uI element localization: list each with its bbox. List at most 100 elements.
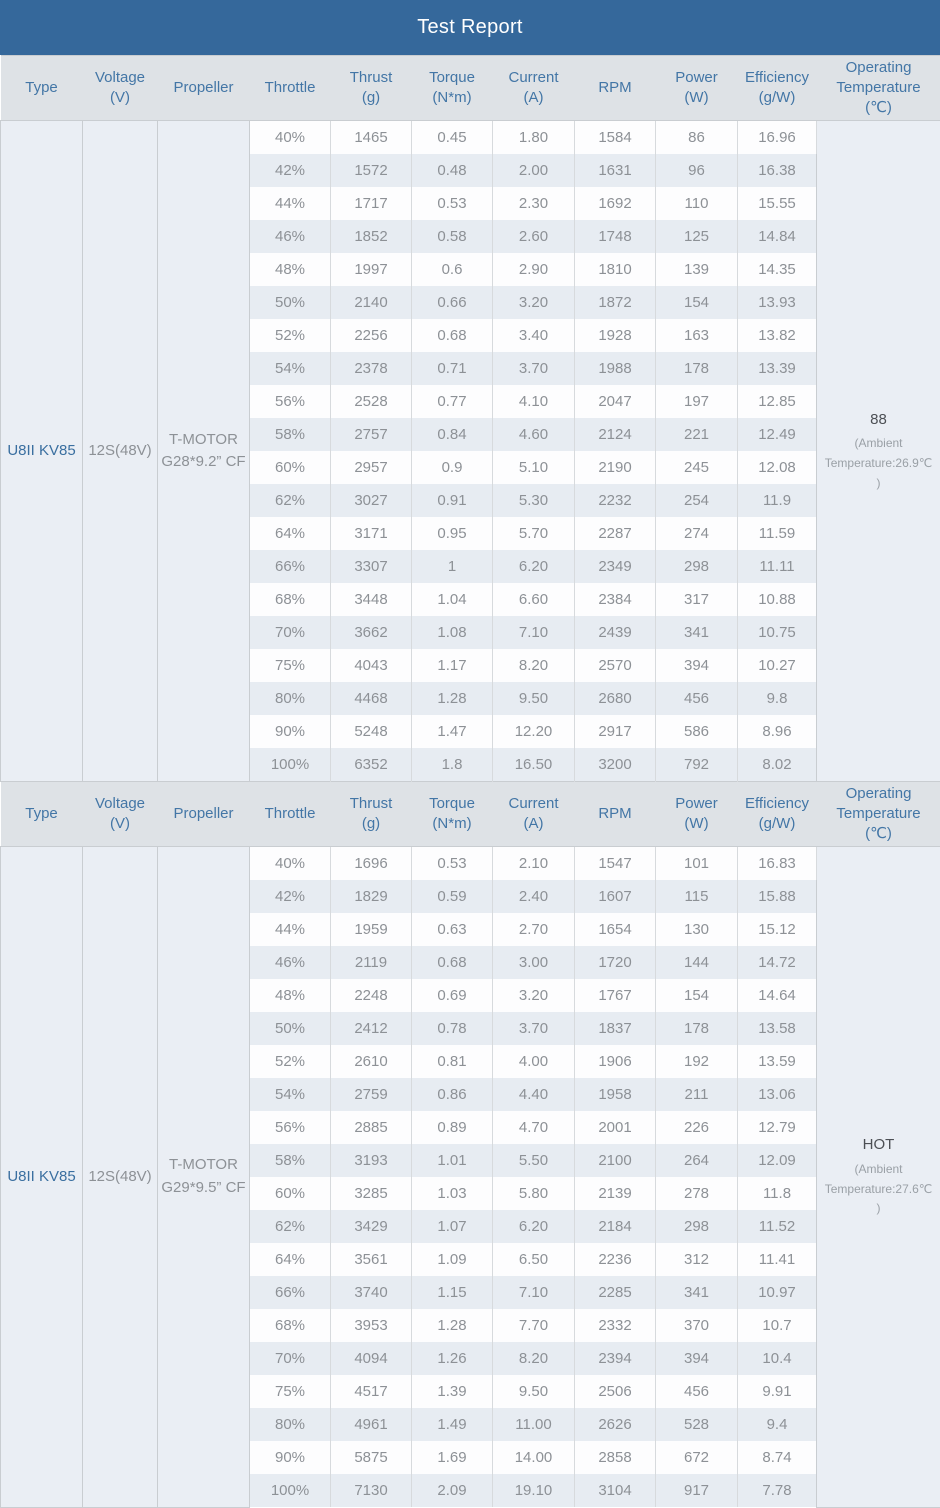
- value-cell-current: 9.50: [493, 682, 575, 715]
- value-cell-torque: 0.59: [412, 880, 493, 913]
- value-cell-thrust: 3171: [331, 517, 412, 550]
- value-cell-efficiency: 16.96: [738, 121, 817, 155]
- column-header-throttle: Throttle: [250, 782, 331, 847]
- value-cell-torque: 0.68: [412, 946, 493, 979]
- value-cell-torque: 0.86: [412, 1078, 493, 1111]
- value-cell-current: 3.70: [493, 1012, 575, 1045]
- value-cell-efficiency: 9.91: [738, 1375, 817, 1408]
- column-header-power: Power (W): [656, 782, 738, 847]
- value-cell-torque: 1.17: [412, 649, 493, 682]
- value-cell-efficiency: 12.49: [738, 418, 817, 451]
- value-cell-current: 3.70: [493, 352, 575, 385]
- value-cell-efficiency: 11.52: [738, 1210, 817, 1243]
- value-cell-current: 4.70: [493, 1111, 575, 1144]
- value-cell-rpm: 2190: [575, 451, 656, 484]
- value-cell-throttle: 62%: [250, 484, 331, 517]
- value-cell-thrust: 3561: [331, 1243, 412, 1276]
- value-cell-power: 792: [656, 748, 738, 782]
- value-cell-efficiency: 11.11: [738, 550, 817, 583]
- value-cell-current: 9.50: [493, 1375, 575, 1408]
- value-cell-efficiency: 9.8: [738, 682, 817, 715]
- value-cell-torque: 1.09: [412, 1243, 493, 1276]
- value-cell-efficiency: 12.85: [738, 385, 817, 418]
- value-cell-throttle: 60%: [250, 451, 331, 484]
- column-header-efficiency: Efficiency (g/W): [738, 56, 817, 121]
- value-cell-throttle: 64%: [250, 1243, 331, 1276]
- value-cell-throttle: 50%: [250, 1012, 331, 1045]
- value-cell-torque: 1.26: [412, 1342, 493, 1375]
- value-cell-throttle: 40%: [250, 121, 331, 155]
- value-cell-torque: 0.66: [412, 286, 493, 319]
- value-cell-power: 110: [656, 187, 738, 220]
- value-cell-current: 3.40: [493, 319, 575, 352]
- value-cell-power: 163: [656, 319, 738, 352]
- value-cell-thrust: 4094: [331, 1342, 412, 1375]
- value-cell-current: 14.00: [493, 1441, 575, 1474]
- value-cell-power: 274: [656, 517, 738, 550]
- value-cell-thrust: 1829: [331, 880, 412, 913]
- value-cell-rpm: 1872: [575, 286, 656, 319]
- column-header-propeller: Propeller: [158, 56, 250, 121]
- column-header-rpm: RPM: [575, 782, 656, 847]
- value-cell-throttle: 52%: [250, 1045, 331, 1078]
- value-cell-throttle: 54%: [250, 1078, 331, 1111]
- value-cell-current: 8.20: [493, 1342, 575, 1375]
- value-cell-current: 6.50: [493, 1243, 575, 1276]
- column-header-power: Power (W): [656, 56, 738, 121]
- value-cell-power: 178: [656, 1012, 738, 1045]
- value-cell-rpm: 2236: [575, 1243, 656, 1276]
- value-cell-thrust: 4517: [331, 1375, 412, 1408]
- value-cell-thrust: 2248: [331, 979, 412, 1012]
- value-cell-efficiency: 11.9: [738, 484, 817, 517]
- value-cell-rpm: 1810: [575, 253, 656, 286]
- value-cell-thrust: 2140: [331, 286, 412, 319]
- value-cell-thrust: 4043: [331, 649, 412, 682]
- value-cell-throttle: 40%: [250, 847, 331, 881]
- voltage-cell: 12S(48V): [83, 847, 158, 1508]
- value-cell-throttle: 44%: [250, 187, 331, 220]
- value-cell-torque: 0.71: [412, 352, 493, 385]
- value-cell-rpm: 2917: [575, 715, 656, 748]
- report-title-bar: Test Report: [0, 0, 940, 55]
- value-cell-thrust: 1959: [331, 913, 412, 946]
- value-cell-rpm: 2570: [575, 649, 656, 682]
- value-cell-power: 672: [656, 1441, 738, 1474]
- value-cell-power: 298: [656, 550, 738, 583]
- value-cell-throttle: 70%: [250, 1342, 331, 1375]
- column-header-thrust: Thrust (g): [331, 782, 412, 847]
- value-cell-power: 917: [656, 1474, 738, 1507]
- value-cell-torque: 0.81: [412, 1045, 493, 1078]
- value-cell-power: 317: [656, 583, 738, 616]
- value-cell-thrust: 2610: [331, 1045, 412, 1078]
- temperature-value: 88: [817, 409, 940, 432]
- value-cell-torque: 1.69: [412, 1441, 493, 1474]
- value-cell-efficiency: 16.38: [738, 154, 817, 187]
- value-cell-rpm: 1988: [575, 352, 656, 385]
- value-cell-power: 456: [656, 1375, 738, 1408]
- value-cell-efficiency: 15.55: [738, 187, 817, 220]
- value-cell-efficiency: 12.09: [738, 1144, 817, 1177]
- value-cell-power: 125: [656, 220, 738, 253]
- column-header-rpm: RPM: [575, 56, 656, 121]
- value-cell-torque: 1.47: [412, 715, 493, 748]
- column-header-current: Current (A): [493, 56, 575, 121]
- value-cell-torque: 0.77: [412, 385, 493, 418]
- value-cell-rpm: 1958: [575, 1078, 656, 1111]
- value-cell-efficiency: 10.75: [738, 616, 817, 649]
- value-cell-thrust: 4961: [331, 1408, 412, 1441]
- value-cell-power: 130: [656, 913, 738, 946]
- value-cell-efficiency: 14.84: [738, 220, 817, 253]
- value-cell-power: 312: [656, 1243, 738, 1276]
- value-cell-torque: 1.03: [412, 1177, 493, 1210]
- value-cell-current: 2.00: [493, 154, 575, 187]
- value-cell-power: 264: [656, 1144, 738, 1177]
- value-cell-throttle: 90%: [250, 1441, 331, 1474]
- value-cell-power: 254: [656, 484, 738, 517]
- value-cell-power: 101: [656, 847, 738, 881]
- value-cell-current: 3.20: [493, 286, 575, 319]
- value-cell-current: 1.80: [493, 121, 575, 155]
